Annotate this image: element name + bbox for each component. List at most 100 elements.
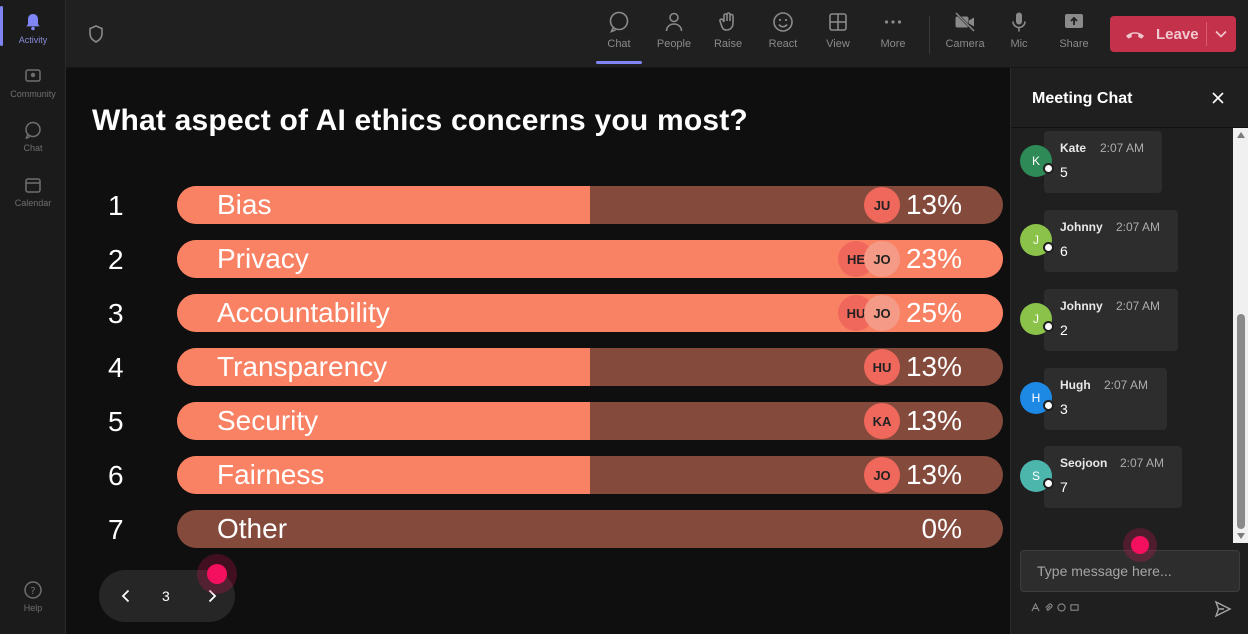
rail-item-label: Help [23, 603, 43, 613]
result-bar-fill [177, 186, 590, 224]
scroll-down-arrow-icon[interactable] [1237, 533, 1245, 539]
chat-message[interactable]: Seojoon 2:07 AM 7 [1044, 446, 1182, 508]
toolbar-raise-button[interactable]: Raise [703, 10, 753, 50]
option-percentage: 13% [905, 459, 962, 490]
rail-item-help[interactable]: ? Help [0, 580, 66, 613]
chat-compose-box[interactable] [1020, 550, 1240, 592]
svg-text:?: ? [30, 586, 35, 597]
poll-question: What aspect of AI ethics concerns you mo… [92, 104, 748, 137]
cursor-indicator [207, 564, 227, 584]
attach-icon[interactable] [1044, 603, 1053, 612]
page-number: 3 [162, 588, 170, 604]
sender-avatar[interactable]: J [1020, 303, 1054, 335]
raise-hand-icon [719, 12, 734, 31]
rail-item-calendar[interactable]: Calendar [0, 175, 66, 208]
voter-avatar[interactable]: JU [864, 187, 900, 223]
sender-avatar[interactable]: H [1020, 382, 1054, 414]
avatar-initial: H [1031, 391, 1041, 405]
rail-item-chat[interactable]: Chat [0, 120, 66, 153]
leave-button[interactable]: Leave [1110, 16, 1236, 52]
toolbar-mic-label: Mic [1010, 38, 1028, 50]
option-label: Bias [217, 189, 272, 220]
result-bar-track: HE JO [177, 240, 1003, 278]
option-label: Security [217, 405, 319, 436]
format-icon[interactable] [1031, 603, 1040, 612]
chat-scrollbar[interactable] [1233, 128, 1248, 543]
chat-title: Meeting Chat [1032, 90, 1133, 107]
sender-avatar[interactable]: S [1020, 460, 1054, 492]
emoji-icon[interactable] [1057, 603, 1066, 612]
message-sender: Johnny [1060, 220, 1103, 234]
chat-icon [25, 121, 41, 140]
toolbar-chat-label: Chat [607, 38, 631, 50]
voter-avatar[interactable]: JO [864, 295, 900, 331]
toolbar-people-button[interactable]: People [649, 10, 699, 50]
message-text: 3 [1060, 401, 1068, 417]
cursor-indicator [1131, 536, 1149, 554]
toolbar-people-label: People [656, 38, 692, 50]
scroll-up-arrow-icon[interactable] [1237, 132, 1245, 138]
chat-message[interactable]: Kate 2:07 AM 5 [1044, 131, 1162, 193]
sender-avatar[interactable]: J [1020, 224, 1054, 256]
chevron-right-icon[interactable] [203, 587, 221, 605]
chevron-down-icon[interactable] [1214, 27, 1228, 41]
option-number: 3 [108, 298, 124, 329]
toolbar-view-button[interactable]: View [813, 10, 863, 50]
toolbar-camera-button[interactable]: Camera [940, 10, 990, 50]
calendar-icon [25, 178, 41, 193]
gif-icon[interactable] [1070, 603, 1079, 612]
poll-option-row: 7 Other 0% [66, 510, 1010, 548]
message-sender: Seojoon [1060, 456, 1108, 470]
message-input[interactable] [1021, 551, 1239, 591]
option-percentage: 25% [905, 297, 962, 328]
send-icon[interactable] [1214, 600, 1232, 618]
presence-status-icon [1043, 400, 1054, 411]
chat-message[interactable]: Johnny 2:07 AM 6 [1044, 210, 1178, 272]
option-percentage: 0% [921, 513, 962, 544]
option-percentage: 13% [905, 351, 962, 382]
hang-up-icon [1126, 32, 1144, 39]
compose-tools [1031, 603, 1079, 612]
voter-avatar[interactable]: JO [864, 241, 900, 277]
pager: 3 [99, 570, 235, 622]
toolbar-mic-button[interactable]: Mic [994, 10, 1044, 50]
view-icon [829, 13, 847, 31]
bell-icon [26, 14, 40, 31]
camera-off-icon [955, 12, 975, 32]
option-label: Accountability [217, 297, 390, 328]
toolbar-view-label: View [826, 38, 850, 50]
result-bar-fill [177, 456, 590, 494]
result-bar-track: HU [177, 348, 1003, 386]
toolbar-react-label: React [768, 38, 798, 50]
voter-avatar[interactable]: HU [864, 349, 900, 385]
meeting-toolbar: Chat People Raise React View More Camera… [66, 0, 1248, 68]
help-icon: ? [24, 581, 42, 599]
toolbar-more-button[interactable]: More [868, 10, 918, 50]
toolbar-share-label: Share [1059, 38, 1089, 50]
toolbar-more-label: More [880, 38, 906, 50]
chat-message[interactable]: Hugh 2:07 AM 3 [1044, 368, 1167, 430]
scroll-thumb[interactable] [1237, 314, 1245, 529]
toolbar-camera-label: Camera [945, 38, 985, 50]
result-bar-track: HU JO [177, 294, 1003, 332]
toolbar-chat-button[interactable]: Chat [594, 10, 644, 64]
rail-item-community[interactable]: Community [0, 66, 66, 99]
close-icon[interactable] [1211, 91, 1225, 105]
shield-icon[interactable] [86, 24, 106, 44]
toolbar-react-button[interactable]: React [758, 10, 808, 50]
toolbar-share-button[interactable]: Share [1049, 10, 1099, 50]
chat-message[interactable]: Johnny 2:07 AM 2 [1044, 289, 1178, 351]
sender-avatar[interactable]: K [1020, 145, 1054, 177]
voter-avatar[interactable]: KA [864, 403, 900, 439]
toolbar-raise-label: Raise [713, 38, 743, 50]
result-bar-track: KA [177, 402, 1003, 440]
more-icon [884, 20, 902, 24]
poll-option-row: 1 JU Bias 13% [66, 186, 1010, 224]
option-number: 6 [108, 460, 124, 491]
message-text: 6 [1060, 243, 1068, 259]
voter-avatar[interactable]: JO [864, 457, 900, 493]
chat-message-list[interactable]: Kate 2:07 AM 5 K Johnny 2:07 AM 6 J Johnny 2:07 A… [1011, 128, 1233, 543]
rail-item-activity[interactable]: Activity [0, 6, 66, 46]
chevron-left-icon[interactable] [117, 587, 135, 605]
rail-item-label: Calendar [14, 198, 52, 208]
